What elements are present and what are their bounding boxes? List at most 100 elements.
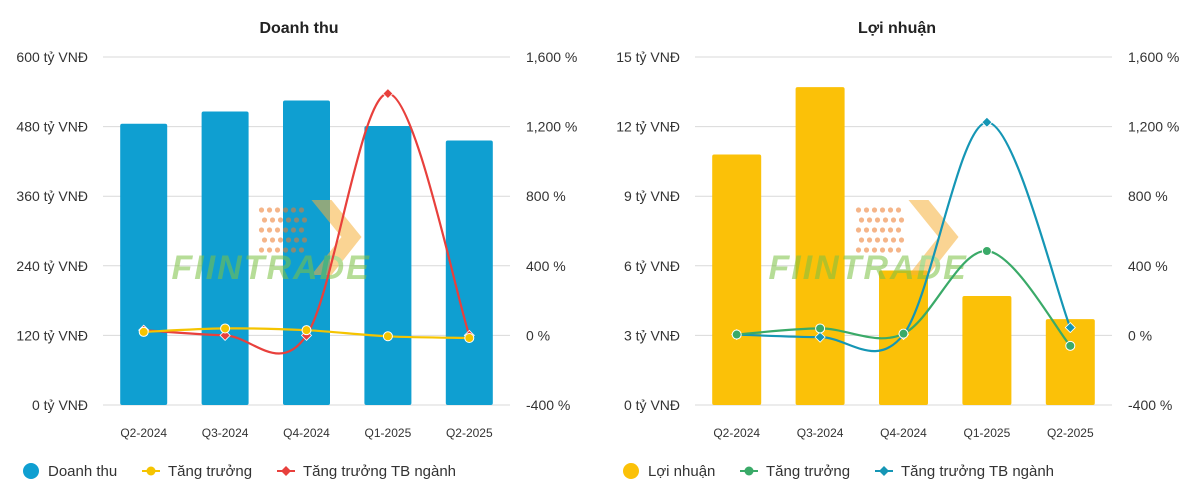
watermark-dot: [879, 227, 886, 233]
bar: [1045, 319, 1095, 405]
watermark-dot: [258, 247, 265, 253]
y-tick-label-right: -400 %: [526, 397, 570, 413]
watermark-dot: [274, 207, 281, 213]
growth-point: [1065, 340, 1076, 351]
legend-label: Lợi nhuận: [648, 463, 715, 480]
watermark-dot: [887, 227, 894, 233]
y-tick-label-left: 0 tỷ VNĐ: [32, 397, 88, 413]
industry-growth-point: [814, 331, 826, 343]
x-tick-label: Q1-2025: [365, 426, 412, 440]
profit-chart: Lợi nhuận 0 tỷ VNĐ -400 % 3 tỷ VNĐ 0 % 6 tỷ V…: [616, 20, 1179, 480]
legend-item[interactable]: Tăng trưởng TB ngành: [277, 463, 456, 480]
watermark-dot: [290, 247, 297, 253]
watermark-dot: [277, 217, 284, 223]
y-tick-label-left: 240 tỷ VNĐ: [16, 258, 88, 274]
y-tick-label-left: 15 tỷ VNĐ: [616, 49, 680, 65]
watermark-dot: [874, 217, 881, 223]
y-tick-label-left: 6 tỷ VNĐ: [624, 258, 680, 274]
legend-item[interactable]: Doanh thu: [23, 463, 117, 480]
y-tick-label-left: 3 tỷ VNĐ: [624, 327, 680, 343]
industry-growth-point: [1064, 322, 1076, 334]
watermark-dot: [863, 227, 870, 233]
legend-swatch-marker: [879, 466, 889, 476]
watermark-dot: [882, 237, 889, 243]
revenue-chart: Doanh thu 0 tỷ VNĐ -400 % 120 tỷ VNĐ 0 % 240 …: [16, 20, 577, 480]
growth-point: [981, 246, 992, 257]
bar: [120, 123, 168, 405]
bar: [201, 111, 249, 406]
watermark-dot: [261, 217, 268, 223]
legend-swatch-marker: [744, 466, 754, 476]
legend-item[interactable]: Tăng trưởng: [142, 463, 252, 480]
growth-point: [898, 328, 909, 339]
watermark-dot: [855, 227, 862, 233]
x-tick-label: Q2-2024: [120, 426, 167, 440]
y-tick-label-left: 600 tỷ VNĐ: [16, 49, 88, 65]
watermark-dot: [261, 237, 268, 243]
legend-label: Tăng trưởng: [766, 463, 850, 480]
watermark-dot: [863, 207, 870, 213]
growth-point: [464, 333, 475, 344]
legend-swatch-bar: [623, 463, 639, 479]
watermark-dot: [269, 237, 276, 243]
watermark-dot: [285, 217, 292, 223]
y-tick-label-right: 1,200 %: [1128, 119, 1179, 135]
watermark-dot: [301, 217, 308, 223]
growth-point: [301, 325, 312, 336]
growth-point: [815, 323, 826, 334]
watermark-dot: [898, 217, 905, 223]
watermark-dot: [871, 227, 878, 233]
watermark-dot: [290, 227, 297, 233]
y-tick-label-right: 0 %: [526, 327, 550, 343]
x-tick-label: Q4-2024: [880, 426, 927, 440]
watermark-dot: [266, 207, 273, 213]
x-tick-label: Q2-2024: [713, 426, 760, 440]
watermark-dot: [282, 207, 289, 213]
watermark-dot: [879, 247, 886, 253]
legend-item[interactable]: Tăng trưởng: [740, 463, 850, 480]
watermark-dot: [266, 227, 273, 233]
x-tick-label: Q3-2024: [797, 426, 844, 440]
watermark-dot: [882, 217, 889, 223]
y-tick-label-right: 800 %: [1128, 188, 1168, 204]
industry-growth-line: [736, 121, 1072, 353]
y-tick-label-left: 0 tỷ VNĐ: [624, 397, 680, 413]
chart-title: Lợi nhuận: [858, 20, 936, 37]
watermark-dot: [858, 237, 865, 243]
watermark-dot: [290, 207, 297, 213]
watermark-dot: [895, 207, 902, 213]
x-tick-label: Q2-2025: [446, 426, 493, 440]
watermark-dot: [274, 227, 281, 233]
y-tick-label-left: 480 tỷ VNĐ: [16, 119, 88, 135]
y-tick-label-right: 1,600 %: [526, 49, 577, 65]
legend-item[interactable]: Lợi nhuận: [623, 463, 715, 480]
y-tick-label-left: 12 tỷ VNĐ: [616, 119, 680, 135]
watermark-dot: [871, 247, 878, 253]
watermark-dot: [282, 227, 289, 233]
watermark-dot: [298, 207, 305, 213]
watermark-dot: [293, 237, 300, 243]
watermark-dot: [855, 247, 862, 253]
legend-swatch-marker: [146, 466, 156, 476]
y-tick-label-right: 0 %: [1128, 327, 1152, 343]
watermark-dot: [890, 237, 897, 243]
watermark-dot: [898, 237, 905, 243]
x-tick-label: Q4-2024: [283, 426, 330, 440]
watermark-dot: [298, 227, 305, 233]
legend-label: Tăng trưởng: [168, 463, 252, 480]
bar: [712, 154, 762, 405]
legend-item[interactable]: Tăng trưởng TB ngành: [875, 463, 1054, 480]
watermark-dot: [887, 247, 894, 253]
legend-label: Tăng trưởng TB ngành: [901, 463, 1054, 480]
growth-point: [731, 329, 742, 340]
watermark-dot: [895, 227, 902, 233]
industry-growth-point: [382, 87, 394, 100]
y-tick-label-right: 1,200 %: [526, 119, 577, 135]
watermark-dot: [274, 247, 281, 253]
y-tick-label-left: 120 tỷ VNĐ: [16, 327, 88, 343]
bar: [962, 295, 1012, 405]
bar: [795, 87, 845, 405]
watermark-dot: [277, 237, 284, 243]
watermark-dot: [858, 217, 865, 223]
